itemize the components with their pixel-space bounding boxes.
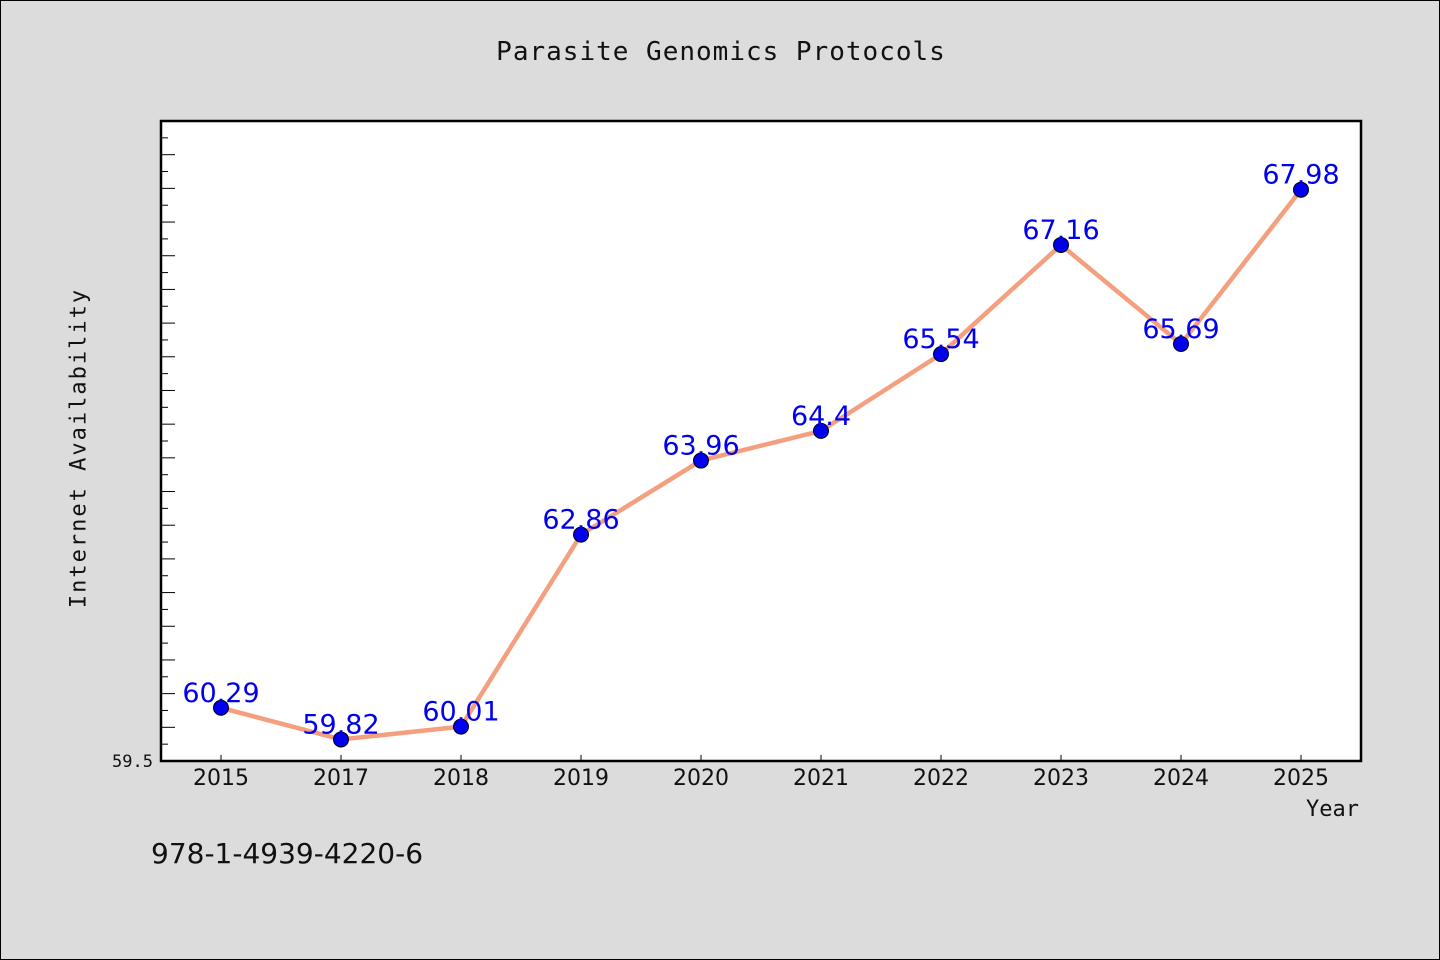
- data-label: 62.86: [542, 505, 619, 536]
- data-point: [1293, 181, 1309, 198]
- x-tick-label: 2015: [193, 766, 249, 791]
- data-label: 60.01: [422, 697, 499, 728]
- data-label: 65.54: [902, 324, 979, 355]
- isbn-label: 978-1-4939-4220-6: [151, 837, 424, 870]
- data-point: [693, 452, 709, 469]
- data-label: 60.29: [182, 678, 259, 709]
- data-label: 63.96: [662, 431, 739, 462]
- y-tick-label: 59.5: [112, 752, 153, 772]
- data-label: 67.98: [1262, 160, 1339, 191]
- data-label: 65.69: [1142, 314, 1219, 345]
- y-axis-label: Internet Availability: [66, 287, 92, 609]
- data-point: [213, 699, 229, 716]
- data-point: [813, 422, 829, 439]
- x-tick-label: 2018: [433, 766, 489, 791]
- data-point: [453, 718, 469, 735]
- chart-title: Parasite Genomics Protocols: [496, 37, 946, 67]
- data-point: [333, 731, 349, 748]
- x-tick-label: 2022: [913, 766, 969, 791]
- series-line: [218, 187, 1304, 742]
- x-tick-label: 2017: [313, 766, 369, 791]
- data-label: 64.4: [791, 401, 851, 432]
- x-tick-label: 2024: [1153, 766, 1209, 791]
- x-tick-label: 2021: [793, 766, 849, 791]
- x-tick-label: 2020: [673, 766, 729, 791]
- plot-frame: [159, 119, 1363, 763]
- data-label: 67.16: [1022, 215, 1099, 246]
- data-point: [933, 346, 949, 363]
- x-tick-label: 2019: [553, 766, 609, 791]
- x-tick-label: 2023: [1033, 766, 1089, 791]
- data-label: 59.82: [302, 709, 379, 740]
- x-axis-label: Year: [1306, 797, 1359, 822]
- data-point: [1053, 236, 1069, 253]
- plot-area: [161, 121, 1361, 761]
- data-point: [1173, 335, 1189, 352]
- x-tick-label: 2025: [1273, 766, 1329, 791]
- data-point: [573, 526, 589, 543]
